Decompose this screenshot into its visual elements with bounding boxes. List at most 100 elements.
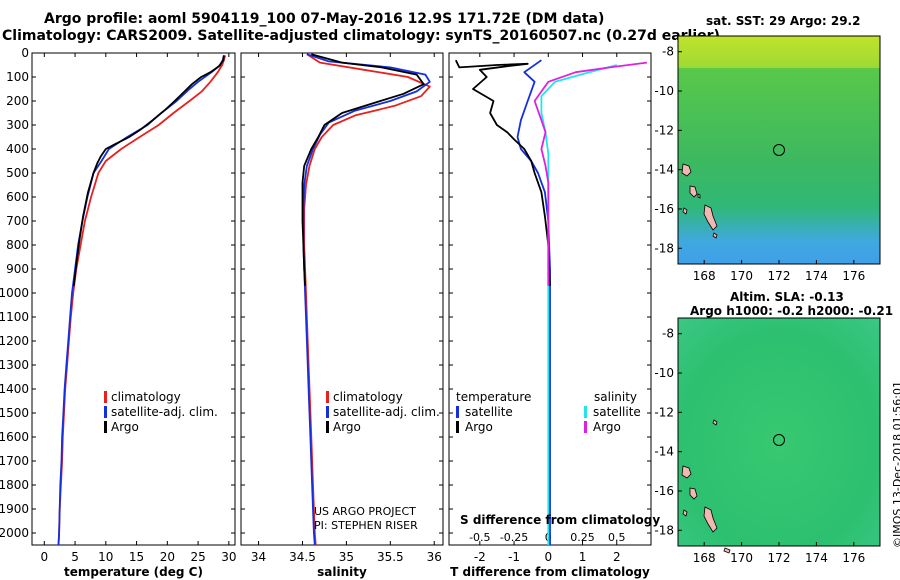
s-tick-label: -0.25 — [500, 531, 528, 544]
x-tick-label: 15 — [129, 550, 144, 564]
y-tick-label: 0 — [21, 46, 29, 60]
legend-item-argo: Argo — [104, 420, 218, 435]
map-x-tick-label: 170 — [730, 269, 753, 283]
difference-legend-temperature: temperature satellite Argo — [456, 390, 531, 435]
series-line-t-satellite — [516, 59, 551, 545]
difference-legend-salinity: salinity satellite Argo — [584, 390, 641, 435]
sla-map — [677, 317, 881, 554]
legend-swatch-magenta — [584, 421, 587, 433]
sla-map-title-2: Argo h1000: -0.2 h2000: -0.21 — [690, 304, 894, 318]
s-tick-label: 0.25 — [570, 531, 595, 544]
salinity-legend: climatology satellite-adj. clim. Argo — [326, 390, 440, 435]
temperature-frame — [31, 52, 236, 546]
y-tick-label: 200 — [6, 94, 29, 108]
difference-panel: -2 -1 0 1 2T difference from climatology -0.5… — [448, 52, 652, 579]
legend-item-satellite: satellite — [456, 405, 531, 420]
map-y-tick-label: -10 — [654, 84, 674, 98]
x-tick-label: 34.5 — [289, 550, 316, 564]
legend-swatch-cyan — [584, 406, 587, 418]
y-tick-label: 1100 — [0, 310, 29, 324]
salinity-panel: 34 34.5 35 35.5 36 salinity — [240, 52, 444, 579]
temperature-xlabel: temperature (deg C) — [64, 565, 203, 579]
imos-timestamp: ©IMOS 13-Dec-2018 01:56:01 — [891, 381, 900, 548]
map-y-tick-label: -14 — [654, 163, 674, 177]
map-y-tick-label: -8 — [662, 327, 674, 341]
x-tick-label: -2 — [474, 550, 486, 564]
title-line-1: Argo profile: aoml 5904119_100 07-May-20… — [44, 11, 605, 27]
legend-label: Argo — [593, 420, 621, 434]
y-tick-label: 600 — [6, 190, 29, 204]
map-x-tick-label: 176 — [842, 551, 865, 565]
legend-label: satellite-adj. clim. — [333, 405, 440, 419]
legend-label: satellite — [465, 405, 513, 419]
sst-map-warm-band — [678, 36, 880, 68]
argo-location-marker-sla — [773, 434, 785, 446]
series-line-s-argo — [533, 61, 648, 286]
sla-map-title-1: Altim. SLA: -0.13 — [730, 290, 844, 304]
y-tick-label: 1800 — [0, 478, 29, 492]
legend-swatch-blue — [104, 406, 107, 418]
map-x-tick-label: 174 — [805, 269, 828, 283]
series-line-argo — [301, 53, 425, 286]
temperature-legend: climatology satellite-adj. clim. Argo — [104, 390, 218, 435]
legend-swatch-red — [104, 391, 107, 403]
series-line-t-argo — [454, 59, 551, 286]
salinity-frame — [240, 52, 444, 546]
title-line-2: Climatology: CARS2009. Satellite-adjuste… — [2, 28, 720, 44]
map-axes: 168 170 172 174 176 -8 -10 -12 -14 -16 -18 — [654, 327, 865, 565]
credit-line-1: US ARGO PROJECT — [314, 505, 416, 518]
legend-item-climatology: climatology — [326, 390, 440, 405]
sla-map-field — [678, 318, 880, 546]
x-tick-label: 10 — [98, 550, 113, 564]
series-line-satellite-adj-clim- — [302, 53, 431, 546]
difference-xlabel: T difference from climatology — [450, 565, 650, 579]
x-tick-label: 0 — [544, 550, 552, 564]
legend-item-satellite: satellite — [584, 405, 641, 420]
y-tick-label: 1400 — [0, 382, 29, 396]
map-y-tick-label: -10 — [654, 366, 674, 380]
y-tick-label: 100 — [6, 70, 29, 84]
map-x-tick-label: 170 — [730, 551, 753, 565]
salinity-xlabel: salinity — [317, 565, 367, 579]
legend-label: satellite — [593, 405, 641, 419]
x-tick-label: 35.5 — [377, 550, 404, 564]
s-difference-label: S difference from climatology — [460, 513, 661, 527]
legend-swatch-blue — [326, 406, 329, 418]
x-tick-label: 35 — [339, 550, 354, 564]
legend-label: climatology — [333, 390, 403, 404]
sst-map-islands — [681, 163, 718, 239]
y-tick-label: 1500 — [0, 406, 29, 420]
map-y-tick-label: -18 — [654, 523, 674, 537]
argo-location-marker — [773, 144, 785, 156]
x-tick-label: 25 — [190, 550, 205, 564]
map-axes: 168 170 172 174 176 -8 -10 -12 -14 -16 -18 — [654, 45, 865, 283]
sst-map-title: sat. SST: 29 Argo: 29.2 — [706, 14, 861, 28]
map-x-tick-label: 168 — [693, 551, 716, 565]
map-y-tick-label: -8 — [662, 45, 674, 59]
legend-title: salinity — [594, 390, 638, 404]
y-tick-label: 300 — [6, 118, 29, 132]
map-x-tick-label: 172 — [768, 551, 791, 565]
s-tick-label: -0.5 — [469, 531, 490, 544]
y-tick-label: 700 — [6, 214, 29, 228]
legend-item-argo: Argo — [456, 420, 531, 435]
y-tick-label: 2000 — [0, 526, 29, 540]
legend-item-argo: Argo — [584, 420, 641, 435]
map-y-tick-label: -14 — [654, 445, 674, 459]
temperature-panel: 0100200300400500600700800900100011001200… — [0, 46, 236, 579]
x-tick-label: 30 — [221, 550, 236, 564]
x-tick-label: 2 — [613, 550, 621, 564]
sla-map-islands — [681, 419, 731, 554]
legend-item-climatology: climatology — [104, 390, 218, 405]
legend-item-satellite: satellite-adj. clim. — [326, 405, 440, 420]
y-tick-label: 1700 — [0, 454, 29, 468]
sst-map-field — [678, 36, 880, 264]
y-tick-label: 1000 — [0, 286, 29, 300]
sst-map — [677, 35, 881, 265]
legend-label: Argo — [465, 420, 493, 434]
legend-label: Argo — [111, 420, 139, 434]
legend-item-argo: Argo — [326, 420, 440, 435]
salinity-credit: US ARGO PROJECT PI: STEPHEN RISER — [314, 505, 418, 533]
x-tick-label: 36 — [427, 550, 442, 564]
